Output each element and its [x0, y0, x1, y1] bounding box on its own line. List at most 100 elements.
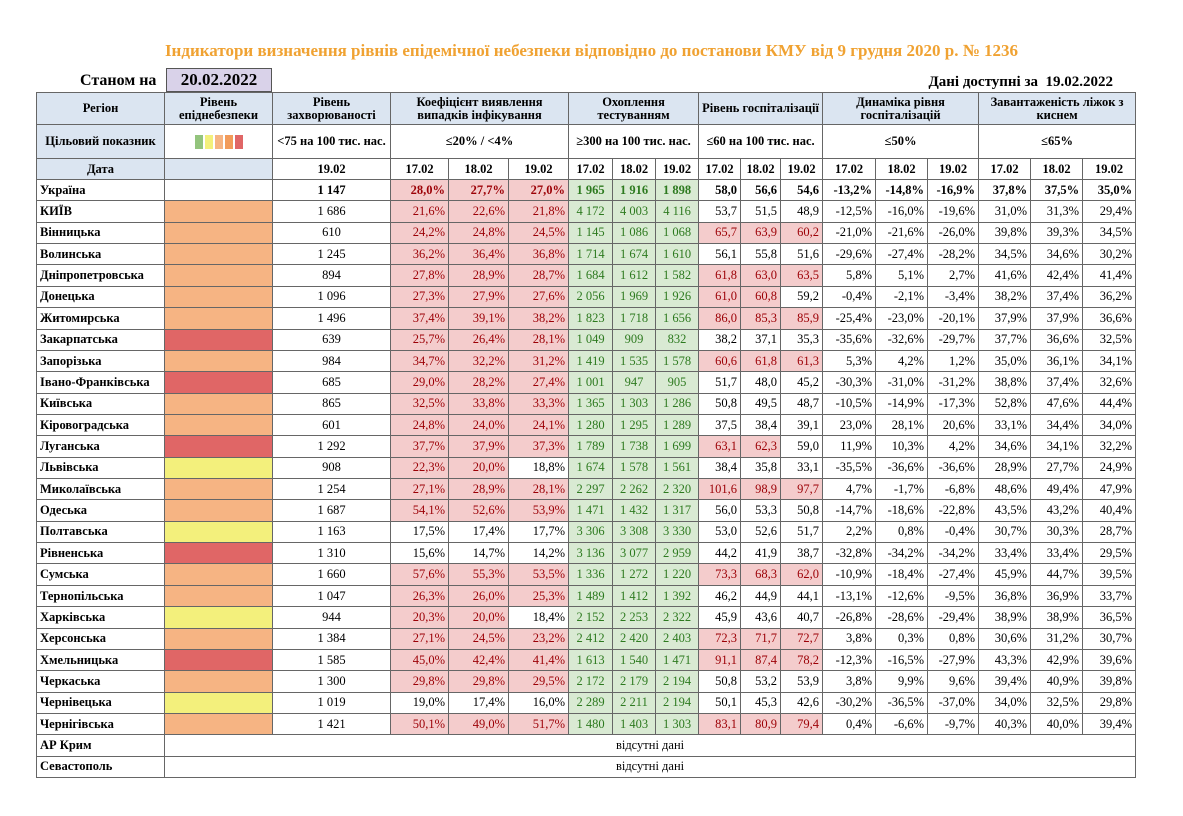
header: Динаміка рівня госпіталізацій	[822, 92, 980, 125]
hosp-dynamics: 0,3%	[875, 627, 929, 650]
hosp-dynamics: 0,4%	[822, 712, 877, 736]
header: Завантаженість ліжок з киснем	[978, 92, 1137, 125]
testing: 1 471	[655, 648, 700, 672]
hosp-dynamics: 5,8%	[822, 264, 877, 287]
testing: 1 419	[568, 349, 614, 373]
testing: 1 403	[612, 712, 657, 736]
hosp-dynamics: 0,8%	[927, 627, 980, 650]
incidence: 1 019	[272, 691, 391, 714]
level-swatch	[164, 392, 273, 415]
hosp-dynamics: -9,5%	[927, 584, 980, 608]
level-swatch	[164, 371, 273, 394]
testing: 1 738	[612, 435, 657, 458]
hospitalization: 60,6	[698, 349, 742, 373]
hosp-dynamics: -18,4%	[875, 563, 929, 586]
hospitalization: 44,1	[780, 584, 824, 608]
testing: 1 317	[655, 499, 700, 522]
oxygen-load: 40,9%	[1030, 670, 1084, 693]
hospitalization: 53,9	[780, 670, 824, 693]
detection: 24,8%	[448, 221, 509, 245]
region: Київська	[36, 392, 165, 415]
region: Чернігівська	[36, 712, 165, 736]
hosp-dynamics: -2,1%	[875, 285, 929, 309]
detection: 28,2%	[448, 371, 509, 394]
detection: 14,2%	[507, 542, 570, 565]
incidence: 1 687	[272, 499, 391, 522]
detection: 28,9%	[448, 478, 509, 501]
oxygen-load: 32,6%	[1082, 371, 1137, 394]
testing: 1 432	[612, 499, 657, 522]
detection: 53,9%	[507, 499, 570, 522]
detection: 37,9%	[448, 435, 509, 458]
oxygen-load: 34,0%	[978, 691, 1032, 714]
data-row: Миколаївська 1 254 27,1% 28,9% 28,1% 2 297 2 2…	[36, 478, 1137, 501]
data-row: Чернівецька 1 019 19,0% 17,4% 16,0% 2 289 2 21…	[36, 691, 1137, 714]
oxygen-load: 37,9%	[978, 307, 1032, 330]
testing: 947	[612, 371, 657, 394]
hospitalization: 63,0	[740, 264, 782, 287]
detection: 34,7%	[390, 349, 449, 373]
detection: 27,8%	[390, 264, 449, 287]
no-data: відсутні дані	[163, 755, 1137, 779]
date-row: Дата 19.02 17.02 18.02 19.02 17.02 18.02 19.0…	[36, 158, 1137, 180]
oxygen-load: 30,7%	[1082, 627, 1137, 650]
testing: 1 969	[612, 285, 657, 309]
hospitalization: 68,3	[740, 563, 782, 586]
oxygen-load: 34,1%	[1082, 349, 1137, 373]
hospitalization: 40,7	[780, 606, 824, 629]
data-row: Донецька 1 096 27,3% 27,9% 27,6% 2 056 1 969 1 …	[36, 285, 1137, 309]
detection: 17,4%	[448, 691, 509, 714]
hospitalization: 35,3	[780, 328, 824, 351]
level-swatch	[164, 200, 273, 223]
level-legend	[164, 124, 273, 159]
testing: 1 823	[568, 307, 614, 330]
no-data: відсутні дані	[163, 734, 1137, 757]
data-row: Кіровоградська 601 24,8% 24,0% 24,1% 1 280 1 2…	[36, 413, 1137, 437]
detection: 20,0%	[448, 456, 509, 480]
detection: 17,4%	[448, 520, 509, 544]
oxygen-load: 34,4%	[1030, 413, 1084, 437]
detection: 36,2%	[390, 243, 449, 266]
hosp-dynamics: -36,6%	[875, 456, 929, 480]
testing: 832	[655, 328, 700, 351]
oxygen-load: 36,1%	[1030, 349, 1084, 373]
region: Тернопільська	[36, 584, 165, 608]
hospitalization: 73,3	[698, 563, 742, 586]
testing: 1 303	[612, 392, 657, 415]
blank	[164, 158, 273, 180]
hospitalization: 53,0	[698, 520, 742, 544]
oxygen-load: 39,3%	[1030, 221, 1084, 245]
oxygen-load: 37,4%	[1030, 371, 1084, 394]
data-row: Сумська 1 660 57,6% 55,3% 53,5% 1 336 1 272 1 2…	[36, 563, 1137, 586]
detection: 45,0%	[390, 648, 449, 672]
hosp-dynamics: -35,5%	[822, 456, 877, 480]
date: 19.02	[507, 158, 570, 180]
date: 19.02	[655, 158, 700, 180]
hospitalization: 53,2	[740, 670, 782, 693]
hospitalization: 91,1	[698, 648, 742, 672]
hospitalization: 51,6	[780, 243, 824, 266]
hospitalization: 42,6	[780, 691, 824, 714]
hosp-dynamics: -12,6%	[875, 584, 929, 608]
testing: 2 179	[612, 670, 657, 693]
testing: 3 077	[612, 542, 657, 565]
oxygen-load: 49,4%	[1030, 478, 1084, 501]
hosp-dynamics: -29,4%	[927, 606, 980, 629]
oxygen-load: 28,7%	[1082, 520, 1137, 544]
testing: 1 656	[655, 307, 700, 330]
testing: 1 280	[568, 413, 614, 437]
hospitalization: 79,4	[780, 712, 824, 736]
detection: 21,8%	[507, 200, 570, 223]
data-row: Львівська 908 22,3% 20,0% 18,8% 1 674 1 578 1 5…	[36, 456, 1137, 480]
hosp-dynamics: -29,7%	[927, 328, 980, 351]
level-swatch	[164, 670, 273, 693]
oxygen-load: 40,0%	[1030, 712, 1084, 736]
oxygen-load: 35,0%	[978, 349, 1032, 373]
hosp-dynamics: -0,4%	[927, 520, 980, 544]
region: Луганська	[36, 435, 165, 458]
oxygen-load: 31,2%	[1030, 627, 1084, 650]
detection: 38,2%	[507, 307, 570, 330]
date: 19.02	[780, 158, 824, 180]
hosp-dynamics: -14,7%	[822, 499, 877, 522]
detection: 17,5%	[390, 520, 449, 544]
